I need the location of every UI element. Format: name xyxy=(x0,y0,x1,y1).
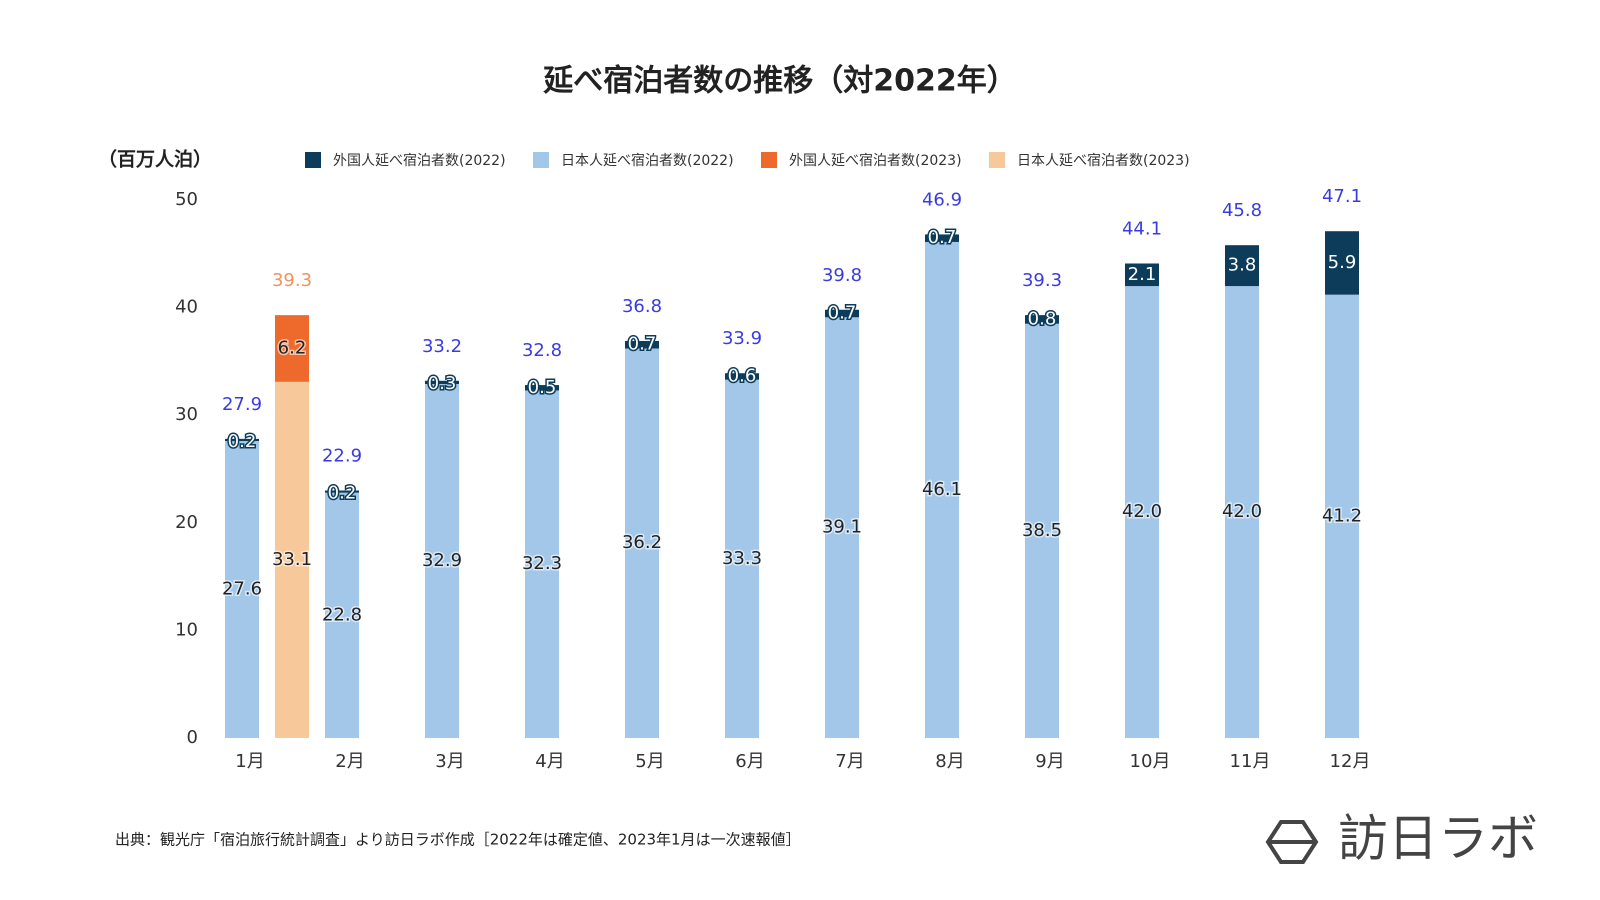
total-label: 46.9 xyxy=(922,189,962,210)
bar-segment xyxy=(1325,231,1359,295)
y-axis-label: （百万人泊） xyxy=(98,148,212,171)
x-tick-label: 12月 xyxy=(1330,751,1371,772)
x-tick-label: 10月 xyxy=(1130,751,1171,772)
bar-segment xyxy=(625,340,659,349)
y-tick-label: 30 xyxy=(175,404,198,425)
value-label: 0.3 xyxy=(428,373,457,394)
bar-segment xyxy=(825,309,859,318)
legend-label: 日本人延べ宿泊者数(2022) xyxy=(561,152,734,169)
x-tick-label: 4月 xyxy=(535,751,564,772)
x-tick-label: 9月 xyxy=(1035,751,1064,772)
logo: 訪日ラボ xyxy=(1265,810,1538,868)
bar-segment xyxy=(275,315,309,382)
brand-name: 訪日ラボ xyxy=(1338,810,1538,868)
logo-icon xyxy=(1265,820,1319,864)
x-tick-label: 8月 xyxy=(935,751,964,772)
legend-label: 外国人延べ宿泊者数(2023) xyxy=(789,152,962,169)
bar-segment xyxy=(1125,286,1159,738)
x-tick-label: 6月 xyxy=(735,751,764,772)
value-label: 42.0 xyxy=(1122,501,1162,522)
value-label: 0.7 xyxy=(828,303,857,324)
legend-label: 外国人延べ宿泊者数(2022) xyxy=(333,152,506,169)
total-label: 33.2 xyxy=(422,336,462,357)
value-label: 3.8 xyxy=(1228,255,1257,276)
bar-segment xyxy=(1225,286,1259,738)
value-label: 42.0 xyxy=(1222,501,1262,522)
total-label: 39.3 xyxy=(1022,270,1062,291)
bar-segment xyxy=(725,379,759,738)
legend-swatch xyxy=(761,152,777,168)
x-tick-label: 5月 xyxy=(635,751,664,772)
value-label: 36.2 xyxy=(622,532,662,553)
value-label: 0.6 xyxy=(728,365,757,386)
value-label: 22.8 xyxy=(322,604,362,625)
bar-segment xyxy=(1025,323,1059,738)
value-label: 33.1 xyxy=(272,549,312,570)
bar-segment xyxy=(425,380,459,384)
y-tick-label: 0 xyxy=(187,727,198,748)
value-label: 32.3 xyxy=(522,553,562,574)
total-label: 44.1 xyxy=(1122,218,1162,239)
total-label: 36.8 xyxy=(622,296,662,317)
value-label: 2.1 xyxy=(1128,264,1157,285)
bar-segment xyxy=(525,390,559,738)
total-label: 45.8 xyxy=(1222,200,1262,221)
value-label: 0.8 xyxy=(1028,308,1057,329)
bar-segment xyxy=(325,492,359,738)
value-label: 27.6 xyxy=(222,579,262,600)
y-tick-label: 20 xyxy=(175,512,198,533)
x-tick-label: 11月 xyxy=(1230,751,1271,772)
total-label: 22.9 xyxy=(322,446,362,467)
total-label: 39.3 xyxy=(272,270,312,291)
value-label: 5.9 xyxy=(1328,252,1357,273)
x-tick-label: 2月 xyxy=(335,751,364,772)
value-label: 32.9 xyxy=(422,550,462,571)
bar-segment xyxy=(1225,245,1259,287)
value-label: 0.5 xyxy=(528,377,557,398)
legend-swatch xyxy=(989,152,1005,168)
bar-segment xyxy=(625,348,659,738)
legend-label: 日本人延べ宿泊者数(2023) xyxy=(1017,152,1190,169)
bar-segment xyxy=(225,438,259,442)
legend-swatch xyxy=(533,152,549,168)
bar-segment xyxy=(425,383,459,738)
total-label: 39.8 xyxy=(822,265,862,286)
source-note: 出典：観光庁「宿泊旅行統計調査」より訪日ラボ作成［2022年は確定値、2023年… xyxy=(115,831,801,849)
total-label: 32.8 xyxy=(522,340,562,361)
bar-segment xyxy=(825,317,859,738)
value-label: 0.7 xyxy=(628,334,657,355)
value-label: 39.1 xyxy=(822,517,862,538)
value-label: 0.2 xyxy=(228,431,257,452)
bar-segment xyxy=(325,490,359,493)
x-tick-label: 7月 xyxy=(835,751,864,772)
bar-segment xyxy=(925,234,959,242)
value-label: 33.3 xyxy=(722,548,762,569)
total-label: 47.1 xyxy=(1322,186,1362,207)
value-label: 0.7 xyxy=(928,227,957,248)
value-label: 38.5 xyxy=(1022,520,1062,541)
value-label: 6.2 xyxy=(278,337,307,358)
bar-segment xyxy=(925,241,959,739)
chart-title: 延べ宿泊者数の推移（対2022年） xyxy=(542,64,1017,99)
value-label: 0.2 xyxy=(328,483,357,504)
x-tick-label: 3月 xyxy=(435,751,464,772)
y-tick-label: 50 xyxy=(175,189,198,210)
bar-segment xyxy=(275,381,309,738)
bar-segment xyxy=(725,373,759,380)
total-label: 33.9 xyxy=(722,328,762,349)
bar-segment xyxy=(1125,263,1159,287)
legend-swatch xyxy=(305,152,321,168)
bar-segment xyxy=(1325,294,1359,738)
bar-segment xyxy=(225,441,259,738)
y-tick-label: 40 xyxy=(175,297,198,318)
value-label: 41.2 xyxy=(1322,505,1362,526)
value-label: 46.1 xyxy=(922,479,962,500)
bar-segment xyxy=(1025,315,1059,324)
x-tick-label: 1月 xyxy=(235,751,264,772)
bar-segment xyxy=(525,385,559,391)
total-label: 27.9 xyxy=(222,394,262,415)
y-tick-label: 10 xyxy=(175,619,198,640)
